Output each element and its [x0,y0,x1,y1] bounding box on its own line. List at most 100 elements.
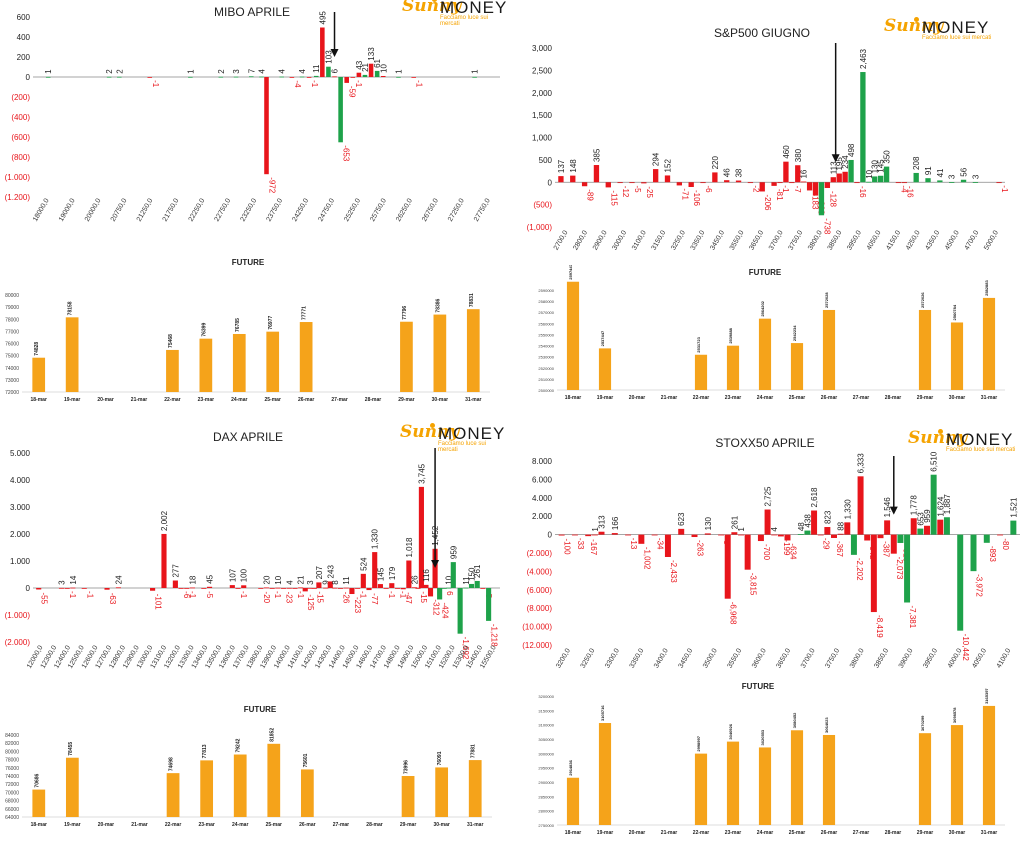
x-tick-label: 18000,0 [32,197,51,223]
bar-value-label: 1,546 [883,497,892,518]
bar-value-label: 385 [592,148,601,162]
bar [206,586,213,588]
bar-value-label: 74698 [169,757,175,771]
x-tick-label: 18-mar [565,395,581,401]
chart-dax-aprile-svg: DAX APRILE 5.000 4.000 3.000 2.000 1.000 0 (1.0… [5,430,500,670]
chart-title: STOXX50 APRILE [715,436,814,450]
bar [605,182,611,188]
bar-value-label: 3,745 [417,463,426,484]
chart-future-mibo: FUTURE 72000 73000 74000 75000 76000 77000 7800… [0,255,505,415]
chart-stoxx50-aprile-svg: STOXX50 APRILE 8.000 6.000 4.000 2.000 0 (2.00… [522,436,1020,670]
bar [344,77,349,83]
y-tick-label: 2520000 [538,366,554,371]
bar [468,760,482,817]
bar-value-label: 38 [735,168,744,177]
x-tick-label: 20-mar [629,830,645,836]
y-tick-label: 6.000 [532,475,553,484]
x-tick-label: 30-mar [949,830,965,836]
bar [972,182,979,183]
bar-value-label: 959 [449,545,458,559]
bar [924,525,930,535]
bar [777,182,783,184]
chart-sp500-giugno-svg: S&P500 GIUGNO 3,000 2,500 2,000 1,500 1,000 50… [527,26,1009,252]
bar [651,534,658,536]
bar [362,74,368,77]
y-tick-label: (4.000) [527,567,553,576]
bar-value-label: 207 [315,566,324,580]
x-tick-label: 3150,0 [651,229,668,251]
bar-value-label: -1 [188,591,197,599]
bar [266,331,280,392]
bar-value-label: -1 [1000,185,1009,193]
bar-value-label: 1,624 [936,496,945,517]
x-tick-label: 3750,0 [788,229,805,251]
bar [598,348,612,390]
bar [229,585,235,588]
y-tick-label: 76000 [5,766,19,772]
bar [877,534,884,539]
bar-value-label: 498 [847,143,856,157]
bar [585,534,592,537]
bar-value-label: 4 [257,69,266,74]
bar-value-label: -1 [296,591,305,599]
x-tick-label: 3400,0 [653,647,670,669]
bar-value-label: 73996 [404,760,410,774]
bar [349,588,355,595]
bar [259,76,264,78]
y-tick-label: 3000000 [538,751,554,756]
y-tick-label: 2510000 [538,377,554,382]
x-tick-label: 3300,0 [604,647,621,669]
x-tick-label: 26-mar [299,822,315,828]
bar [343,587,349,589]
bar-value-label: 3064023 [824,717,829,733]
bar [326,66,331,77]
bar [641,182,647,184]
x-tick-label: 20-mar [97,397,113,403]
x-tick-label: 18-mar [31,397,47,403]
x-tick-label: 3850,0 [873,647,890,669]
bar-value-label: 623 [677,512,686,526]
x-tick-label: 3350,0 [629,647,646,669]
x-tick-label: 3350,0 [690,229,707,251]
bar-value-label: 6 [445,591,454,596]
bar-value-label: 48 [797,522,806,531]
x-tick-label: 29-mar [400,822,416,828]
bar [571,534,578,536]
chart-dax-aprile: DAX APRILE 5.000 4.000 3.000 2.000 1.000 0 (1.0… [0,425,505,695]
bar-value-label: 113 [829,161,838,174]
x-tick-label: 23-mar [198,397,214,403]
bar [418,486,424,588]
bar-value-label: -5 [633,185,642,193]
bar [566,281,580,390]
bar-value-label: -33 [576,538,585,550]
bar [201,588,207,589]
x-tick-label: 27-mar [853,830,869,836]
bar-value-label: -80 [1001,538,1010,550]
bar [789,182,795,184]
bar-value-label: 2572028 [824,292,829,308]
bar [281,588,287,589]
y-tick-label: 4.000 [10,476,31,485]
bar-value-label: -263 [696,540,705,557]
y-tick-label: 2800000 [538,809,554,814]
bar [758,318,772,390]
bar [323,587,329,589]
bar [850,534,857,555]
y-tick-label: 77000 [5,329,19,335]
x-tick-label: 19-mar [64,397,80,403]
y-tick-label: (8.000) [527,604,553,613]
x-tick-label: 23-mar [725,395,741,401]
chart-future-dax: FUTURE 64000 66000 68000 70000 72000 74000 7600… [0,700,505,851]
bar-value-label: 234 [841,155,850,169]
bar [904,534,911,603]
bar [389,583,395,588]
x-tick-label: 24750,0 [317,197,336,223]
x-tick-label: 21250,0 [136,197,155,223]
bar-value-label: 116 [422,569,431,582]
bar-value-label: -634 [789,543,798,560]
y-tick-label: 78000 [5,758,19,764]
bar-value-label: -1 [781,185,790,193]
y-tick-label: 80000 [5,749,19,755]
bar-value-label: 11 [312,64,321,73]
y-tick-label: 79000 [5,305,19,311]
